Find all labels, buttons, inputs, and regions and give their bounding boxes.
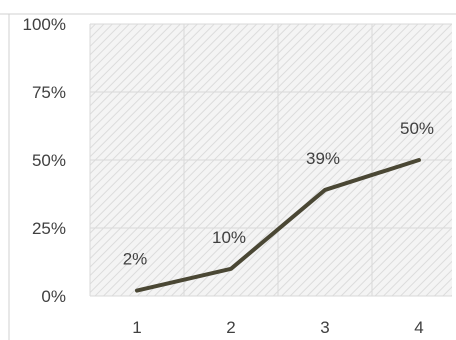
series-line-0 — [135, 158, 421, 293]
data-label-0: 2% — [123, 250, 148, 269]
y-tick-label-3: 75% — [32, 83, 66, 102]
x-tick-label-2: 3 — [320, 318, 329, 337]
y-tick-label-1: 25% — [32, 219, 66, 238]
data-label-3: 50% — [400, 119, 434, 138]
x-tick-label-1: 2 — [226, 318, 235, 337]
y-tick-label-2: 50% — [32, 151, 66, 170]
data-label-2: 39% — [306, 149, 340, 168]
x-tick-label-0: 1 — [132, 318, 141, 337]
y-tick-label-4: 100% — [23, 15, 66, 34]
x-tick-label-3: 4 — [414, 318, 423, 337]
data-label-1: 10% — [212, 228, 246, 247]
y-tick-label-0: 0% — [41, 287, 66, 306]
